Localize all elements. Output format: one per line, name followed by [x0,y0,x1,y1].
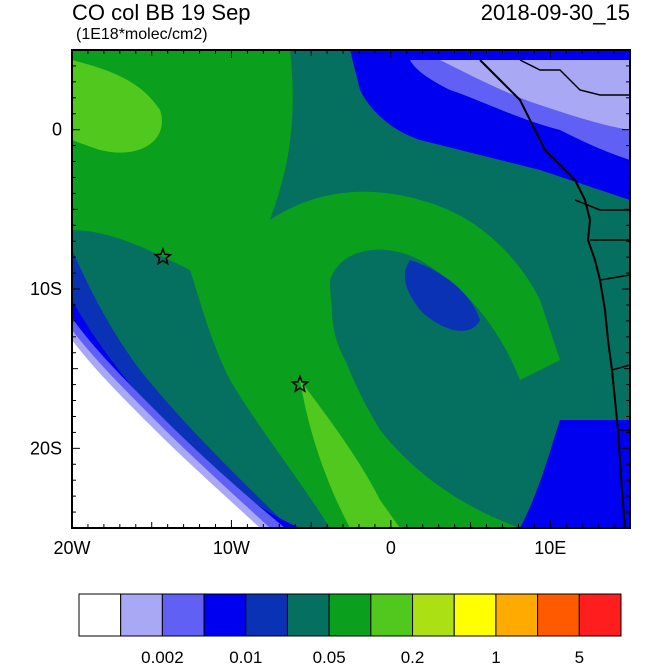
units-label: (1E18*molec/cm2) [76,26,208,43]
colorbar-box [161,593,205,637]
star-marker [153,247,173,266]
country-borders-east [574,199,630,431]
x-tick-label: 0 [386,538,396,558]
colorbar-label: 0.01 [229,648,262,667]
field-inner-swirl [331,261,516,385]
x-tick-label: 10E [534,538,566,558]
colorbar-box [370,593,414,637]
colorbar-box [578,593,622,637]
colorbar-label: 5 [575,648,584,667]
x-tick-label: 20W [53,538,90,558]
y-tick-label: 20S [30,438,62,458]
colorbar: 0.002 0.01 0.05 0.2 1 5 [78,593,622,667]
colorbar-label: 0.2 [401,648,425,667]
site-markers [153,247,310,393]
colorbar-box [120,593,163,637]
co-field [72,50,630,528]
colorbar-box [495,593,539,637]
colorbar-box [203,593,247,637]
field-pale-north [440,60,630,130]
y-tick-label: 10S [30,279,62,299]
colorbar-box [412,593,455,637]
colorbar-box [245,593,288,637]
colorbar-box [537,593,580,637]
y-tick-label: 0 [52,120,62,140]
colorbar-label: 0.05 [313,648,346,667]
field-lightgreen-patch [72,60,162,153]
field-lightgreen-streak [300,380,400,528]
colorbar-box [328,593,372,637]
coastline [479,59,626,528]
colorbar-label: 0.002 [141,648,184,667]
colorbar-box [78,593,122,637]
x-tick-label: 10W [213,538,250,558]
field-green-plume [72,50,560,528]
colorbar-box [453,593,497,637]
map-title: CO col BB 19 Sep [72,0,251,25]
colorbar-box [286,593,330,637]
colorbar-label: 1 [491,648,500,667]
star-marker [290,374,310,393]
valid-time: 2018-09-30_15 [480,0,630,25]
field-blue-southeast [520,420,630,528]
field-white-southwest [72,340,260,528]
axis-ticks: 20W 10W 0 10E 0 10S 20S [30,49,631,558]
field-navy-east [404,260,480,331]
country-border-north [519,59,630,96]
